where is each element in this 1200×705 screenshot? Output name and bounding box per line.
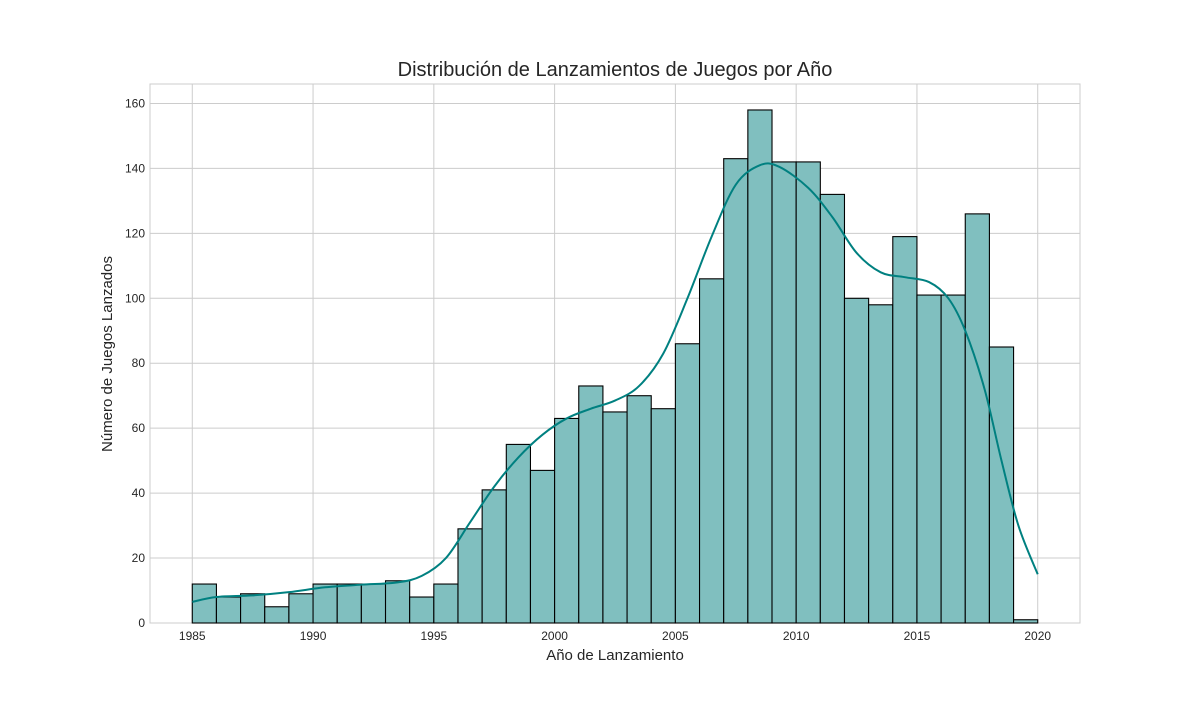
histogram-bar bbox=[312, 583, 338, 624]
histogram-bar bbox=[916, 294, 942, 624]
x-tick-label: 1995 bbox=[420, 629, 447, 643]
histogram-bar bbox=[457, 528, 483, 624]
x-tick-label: 1990 bbox=[300, 629, 327, 643]
histogram-bar bbox=[409, 596, 435, 624]
x-tick-label: 1985 bbox=[179, 629, 206, 643]
histogram-bar bbox=[892, 236, 918, 624]
histogram-bar bbox=[964, 213, 990, 624]
y-tick-label: 160 bbox=[125, 96, 145, 110]
histogram-bar bbox=[191, 583, 217, 624]
x-tick-label: 2015 bbox=[904, 629, 931, 643]
histogram-bar bbox=[240, 593, 266, 624]
y-tick-label: 80 bbox=[132, 356, 146, 370]
histogram-bar bbox=[433, 583, 459, 624]
histogram-bar bbox=[868, 304, 894, 624]
histogram-bar bbox=[650, 408, 676, 624]
y-tick-label: 20 bbox=[132, 551, 146, 565]
histogram-bar bbox=[626, 395, 652, 624]
x-axis-label: Año de Lanzamiento bbox=[546, 647, 684, 664]
x-tick-label: 2010 bbox=[783, 629, 810, 643]
histogram-bar bbox=[674, 343, 701, 624]
histogram-bar bbox=[384, 580, 411, 624]
histogram-bar bbox=[988, 346, 1015, 624]
histogram-bar bbox=[336, 583, 362, 624]
x-tick-labels: 1985 1990 1995 2000 2005 2010 2015 2020 bbox=[179, 629, 1051, 643]
chart-title: Distribución de Lanzamientos de Juegos p… bbox=[398, 59, 833, 81]
histogram-bar bbox=[264, 606, 290, 624]
histogram-bar bbox=[288, 593, 314, 624]
histogram-bar bbox=[215, 596, 242, 624]
x-tick-label: 2005 bbox=[662, 629, 689, 643]
histogram-bar bbox=[529, 469, 556, 624]
kde-curve-group bbox=[192, 162, 1039, 603]
y-tick-label: 140 bbox=[125, 161, 145, 175]
y-tick-label: 60 bbox=[132, 421, 146, 435]
kde-curve-line bbox=[192, 162, 1039, 603]
y-tick-label: 120 bbox=[125, 226, 145, 240]
histogram-bar bbox=[747, 109, 773, 624]
histogram-bar bbox=[698, 278, 725, 624]
x-tick-label: 2020 bbox=[1024, 629, 1051, 643]
y-tick-label: 0 bbox=[138, 616, 145, 630]
histogram-bar bbox=[505, 443, 532, 624]
histogram-bars bbox=[191, 109, 1039, 624]
histogram-bar bbox=[771, 161, 797, 624]
y-axis-label: Número de Juegos Lanzados bbox=[99, 256, 116, 452]
histogram-bar bbox=[1013, 619, 1039, 624]
histogram-bar bbox=[723, 158, 749, 624]
y-tick-label: 100 bbox=[125, 291, 145, 305]
histogram-bar bbox=[843, 297, 870, 624]
y-tick-labels: 0 20 40 60 80 100 120 140 160 bbox=[125, 96, 145, 630]
histogram-bar bbox=[795, 161, 821, 624]
histogram-bar bbox=[360, 583, 387, 624]
y-tick-label: 40 bbox=[132, 486, 146, 500]
x-tick-label: 2000 bbox=[541, 629, 568, 643]
histogram-bar bbox=[481, 489, 507, 624]
histogram-bar bbox=[819, 193, 846, 624]
histogram-bar bbox=[554, 417, 580, 624]
histogram-bar bbox=[940, 294, 966, 624]
histogram-bar bbox=[578, 385, 604, 624]
histogram-bar bbox=[602, 411, 628, 624]
